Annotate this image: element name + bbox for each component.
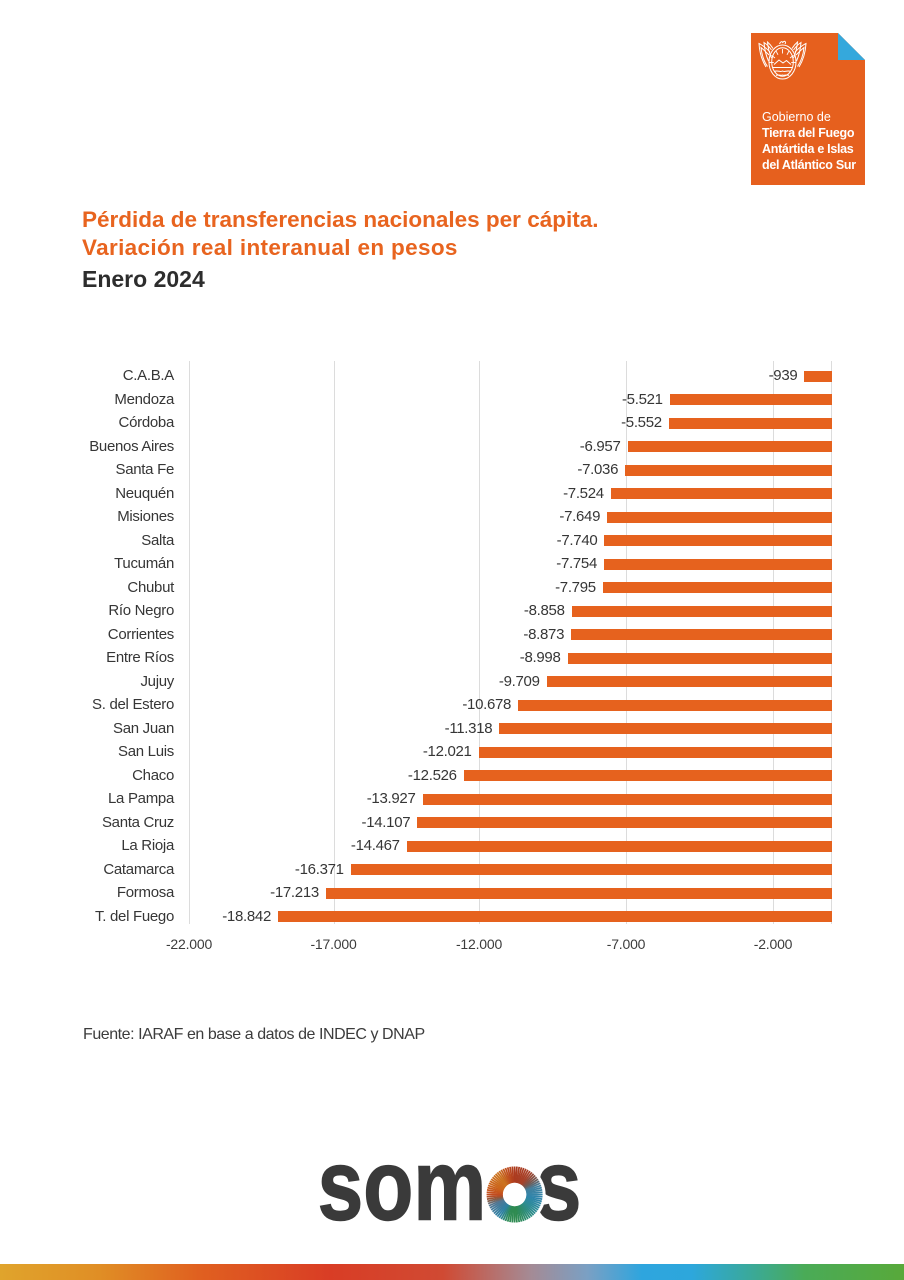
svg-text:Tierra del Fuego: Tierra del Fuego bbox=[762, 126, 855, 140]
svg-text:Gobierno de: Gobierno de bbox=[762, 110, 831, 124]
svg-text:del Atlántico Sur: del Atlántico Sur bbox=[762, 158, 856, 172]
svg-text:Antártida e Islas: Antártida e Islas bbox=[762, 142, 854, 156]
svg-text:som: som bbox=[318, 1140, 487, 1241]
